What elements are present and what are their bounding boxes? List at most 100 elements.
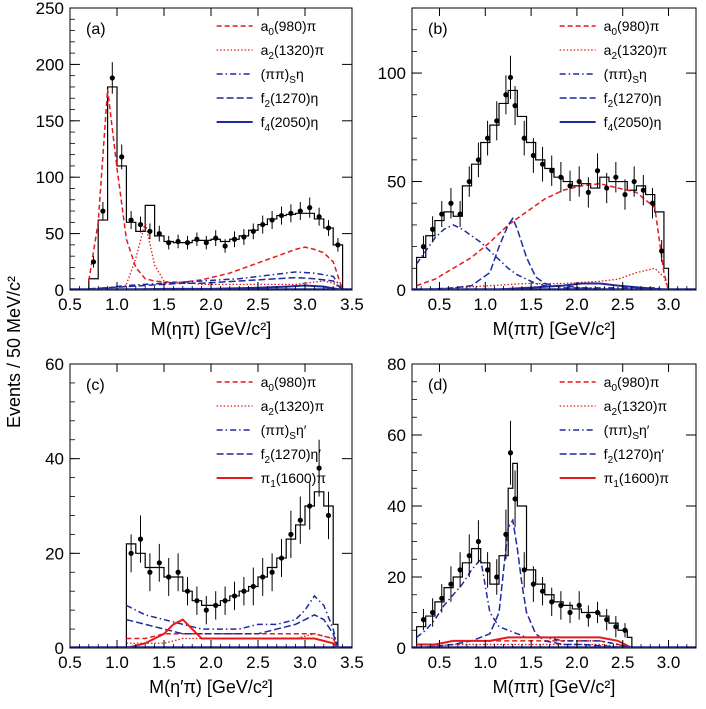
legend-main: a xyxy=(261,374,269,390)
data-point xyxy=(137,536,144,542)
data-point xyxy=(156,560,162,566)
legend-rest: (1320)π xyxy=(274,42,324,58)
data-point xyxy=(250,228,256,234)
data-point xyxy=(288,210,294,216)
data-point xyxy=(147,228,153,234)
x-axis-label: M(ηπ) [GeV/c²] xyxy=(151,319,271,339)
legend-rest: (980)π xyxy=(274,18,317,34)
x-tick-label: 1.0 xyxy=(105,653,129,672)
legend-sub: 2 xyxy=(611,51,617,62)
data-point xyxy=(278,212,285,219)
panel-tag: (d) xyxy=(428,377,448,394)
data-point xyxy=(622,627,628,633)
legend-rest: (1270)η′ xyxy=(270,446,321,462)
data-point xyxy=(457,211,463,217)
data-point xyxy=(194,236,200,242)
x-axis-label: M(ππ) [GeV/c²] xyxy=(493,677,616,697)
x-tick-label: 1.5 xyxy=(152,653,176,672)
series-pipiS xyxy=(415,224,669,290)
y-tick-label: 20 xyxy=(45,544,64,563)
data-point xyxy=(613,174,619,180)
data-point xyxy=(297,517,303,523)
data-point xyxy=(439,595,445,601)
data-point xyxy=(585,613,591,619)
y-tick-label: 150 xyxy=(36,112,64,131)
legend-rest: (2050)η xyxy=(613,114,661,130)
series-total xyxy=(88,86,344,290)
legend-rest: η xyxy=(639,66,647,82)
data-point xyxy=(567,609,573,616)
y-tick-label: 40 xyxy=(45,450,64,469)
data-point xyxy=(521,567,527,573)
legend-label: (ππ)Sη′ xyxy=(604,422,650,442)
legend-main: a xyxy=(604,374,612,390)
legend-main: f xyxy=(261,446,265,462)
data-point xyxy=(269,217,275,223)
data-point xyxy=(613,624,619,630)
data-point xyxy=(222,598,228,604)
legend-rest: (980)π xyxy=(617,374,660,390)
data-point xyxy=(640,187,646,193)
data-point xyxy=(128,550,134,556)
data-point xyxy=(604,185,610,191)
y-tick-label: 0 xyxy=(397,281,406,300)
x-tick-label: 0.5 xyxy=(428,295,452,314)
legend-sub: S xyxy=(632,431,639,442)
legend-label: a2(1320)π xyxy=(261,398,325,418)
x-tick-label: 2.0 xyxy=(199,653,223,672)
data-point xyxy=(484,135,491,141)
x-tick-label: 1.5 xyxy=(519,653,543,672)
data-point xyxy=(631,178,637,185)
y-tick-label: 100 xyxy=(36,168,64,187)
data-point xyxy=(325,512,332,519)
data-point xyxy=(507,450,514,456)
x-tick-label: 1.0 xyxy=(105,295,129,314)
x-tick-label: 3.0 xyxy=(293,653,317,672)
series-total xyxy=(415,89,670,290)
y-tick-label: 0 xyxy=(55,639,64,658)
data-point xyxy=(307,205,313,211)
data-point xyxy=(269,569,275,575)
x-tick-label: 2.0 xyxy=(565,653,589,672)
legend-label: π1(1600)π xyxy=(261,470,327,490)
data-point xyxy=(260,574,266,580)
legend-label: f2(1270)η xyxy=(604,90,662,110)
x-tick-label: 3.5 xyxy=(340,295,364,314)
y-tick-label: 80 xyxy=(387,355,406,374)
data-point xyxy=(241,234,247,240)
data-point xyxy=(530,581,536,587)
data-point xyxy=(147,569,153,575)
legend-sub: S xyxy=(632,75,639,86)
x-tick-label: 2.5 xyxy=(611,295,635,314)
data-point xyxy=(585,189,591,195)
legend-label: a0(980)π xyxy=(261,18,317,38)
data-point xyxy=(119,154,125,160)
y-axis-label: Events / 50 MeV/c² xyxy=(4,276,24,428)
legend-rest: η′ xyxy=(296,422,307,438)
series-a2 xyxy=(125,222,343,290)
data-point xyxy=(448,581,454,587)
data-point xyxy=(558,174,564,180)
data-point xyxy=(316,465,322,471)
data-point xyxy=(503,92,509,98)
panel-b: 0.5 1.0 1.5 2.0 2.5 3.0 0 50 100 M(ππ) [GeV/c²] (b… xyxy=(378,7,697,339)
y-tick-label: 60 xyxy=(387,426,406,445)
data-point xyxy=(260,221,266,228)
x-tick-label: 2.0 xyxy=(565,295,589,314)
x-tick-label: 0.5 xyxy=(58,295,82,314)
data-point xyxy=(166,574,172,580)
legend-label: f2(1270)η xyxy=(261,90,319,110)
series-pipiS xyxy=(126,594,339,648)
legend-sub: 2 xyxy=(611,407,617,418)
series-pi1 xyxy=(416,636,633,648)
panel-a: 0.5 1.0 1.5 2.0 2.5 3.0 3.5 0 50 100 150 200 250 M(ηπ… xyxy=(36,0,364,339)
data-point xyxy=(316,214,322,220)
legend-sub: S xyxy=(289,431,296,442)
x-axis-label: M(η′π) [GeV/c²] xyxy=(149,677,273,697)
legend-rest: (1270)η xyxy=(613,90,661,106)
legend-label: f4(2050)η xyxy=(261,114,319,134)
legend-sub: 2 xyxy=(268,407,274,418)
legend-label: a2(1320)π xyxy=(604,42,668,62)
x-tick-label: 1.0 xyxy=(473,653,497,672)
legend-main: π xyxy=(261,470,271,486)
